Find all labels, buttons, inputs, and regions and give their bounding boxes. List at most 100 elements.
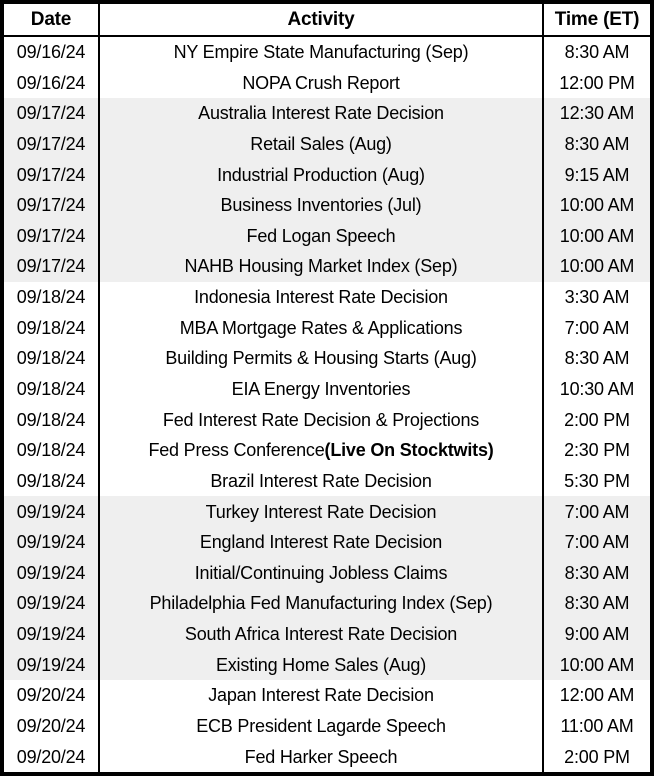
activity-cell: Japan Interest Rate Decision bbox=[100, 680, 544, 711]
time-cell: 7:00 AM bbox=[564, 501, 630, 522]
date-cell: 09/18/24 bbox=[4, 343, 100, 374]
activity-cell: Initial/Continuing Jobless Claims bbox=[100, 557, 544, 589]
table-row: 09/18/24 EIA Energy Inventories 10:30 AM bbox=[4, 373, 650, 405]
table-row: 09/20/24 Japan Interest Rate Decision 12:0… bbox=[4, 680, 650, 711]
time-cell: 12:00 PM bbox=[559, 72, 635, 93]
table-row: 09/18/24 Brazil Interest Rate Decision 5:3… bbox=[4, 465, 650, 497]
activity-cell: Indonesia Interest Rate Decision bbox=[100, 281, 544, 313]
table-row: 09/19/24 Initial/Continuing Jobless Claim… bbox=[4, 557, 650, 589]
time-cell: 8:30 AM bbox=[564, 562, 630, 583]
time-cell: 9:15 AM bbox=[564, 164, 630, 185]
table-row: 09/19/24 England Interest Rate Decision 7:… bbox=[4, 526, 650, 558]
date-cell: 09/18/24 bbox=[4, 434, 100, 466]
activity-text: Japan Interest Rate Decision bbox=[208, 685, 434, 706]
time-cell: 8:30 AM bbox=[564, 593, 630, 614]
time-cell: 11:00 AM bbox=[560, 716, 634, 737]
activity-cell: ECB President Lagarde Speech bbox=[100, 710, 544, 742]
date-cell: 09/20/24 bbox=[4, 710, 100, 742]
table-row: 09/18/24 Fed Interest Rate Decision & Pro… bbox=[4, 404, 650, 435]
activity-cell: NOPA Crush Report bbox=[100, 67, 544, 98]
activity-text: Fed Press Conference bbox=[148, 440, 325, 461]
time-cell: 3:30 AM bbox=[564, 287, 630, 308]
date-cell: 09/19/24 bbox=[4, 618, 100, 650]
time-cell: 12:30 AM bbox=[559, 103, 635, 124]
table-row: 09/16/24 NY Empire State Manufacturing (S… bbox=[4, 36, 650, 68]
table-row: 09/17/24 Fed Logan Speech 10:00 AM bbox=[4, 220, 650, 252]
activity-cell: NY Empire State Manufacturing (Sep) bbox=[100, 36, 544, 68]
time-cell: 8:30 AM bbox=[564, 41, 630, 62]
column-header-activity: Activity bbox=[100, 4, 544, 35]
column-header-time: Time (ET) bbox=[554, 8, 640, 30]
activity-cell: South Africa Interest Rate Decision bbox=[100, 618, 544, 650]
date-cell: 09/18/24 bbox=[4, 281, 100, 313]
activity-text: Australia Interest Rate Decision bbox=[198, 103, 444, 124]
activity-text: South Africa Interest Rate Decision bbox=[184, 624, 458, 645]
table-row: 09/17/24 NAHB Housing Market Index (Sep) 1… bbox=[4, 251, 650, 282]
activity-text: ECB President Lagarde Speech bbox=[196, 716, 446, 737]
table-row: 09/19/24 Philadelphia Fed Manufacturing I… bbox=[4, 588, 650, 619]
time-cell: 8:30 AM bbox=[564, 348, 630, 369]
date-cell: 09/17/24 bbox=[4, 159, 100, 190]
date-cell: 09/19/24 bbox=[4, 588, 100, 619]
time-cell: 2:00 PM bbox=[564, 746, 630, 767]
date-cell: 09/17/24 bbox=[4, 128, 100, 160]
table-row: 09/17/24 Industrial Production (Aug) 9:15 … bbox=[4, 159, 650, 190]
activity-text: Indonesia Interest Rate Decision bbox=[194, 287, 448, 308]
activity-cell: Existing Home Sales (Aug) bbox=[100, 649, 544, 681]
table-row: 09/17/24 Business Inventories (Jul) 10:00 … bbox=[4, 189, 650, 221]
time-cell: 9:00 AM bbox=[564, 624, 630, 645]
time-cell: 12:00 AM bbox=[559, 685, 635, 706]
table-row: 09/20/24 Fed Harker Speech 2:00 PM bbox=[4, 741, 650, 772]
date-cell: 09/18/24 bbox=[4, 404, 100, 435]
activity-cell: Philadelphia Fed Manufacturing Index (Se… bbox=[100, 588, 544, 619]
activity-text: Industrial Production (Aug) bbox=[217, 164, 425, 185]
date-cell: 09/19/24 bbox=[4, 557, 100, 589]
time-cell: 10:30 AM bbox=[559, 379, 635, 399]
activity-text: Fed Harker Speech bbox=[244, 746, 398, 767]
date-cell: 09/19/24 bbox=[4, 649, 100, 681]
date-cell: 09/19/24 bbox=[4, 496, 100, 527]
date-cell: 09/16/24 bbox=[4, 36, 100, 68]
activity-text: Retail Sales (Aug) bbox=[250, 133, 392, 154]
activity-text: England Interest Rate Decision bbox=[199, 532, 443, 553]
time-cell: 2:00 PM bbox=[564, 409, 630, 430]
table-row: 09/16/24 NOPA Crush Report 12:00 PM bbox=[4, 67, 650, 98]
time-cell: 2:30 PM bbox=[564, 440, 630, 461]
activity-text: Initial/Continuing Jobless Claims bbox=[194, 562, 448, 583]
activity-text: Building Permits & Housing Starts (Aug) bbox=[165, 348, 477, 369]
date-cell: 09/20/24 bbox=[4, 741, 100, 772]
activity-cell: EIA Energy Inventories bbox=[100, 373, 544, 405]
activity-cell: England Interest Rate Decision bbox=[100, 526, 544, 558]
table-row: 09/18/24 Fed Press Conference (Live On St… bbox=[4, 434, 650, 466]
activity-text: EIA Energy Inventories bbox=[231, 379, 411, 399]
activity-text: Turkey Interest Rate Decision bbox=[205, 501, 437, 522]
date-cell: 09/16/24 bbox=[4, 67, 100, 98]
activity-text: Philadelphia Fed Manufacturing Index (Se… bbox=[149, 593, 493, 614]
activity-cell: Industrial Production (Aug) bbox=[100, 159, 544, 190]
activity-text-bold: (Live On Stocktwits) bbox=[324, 440, 494, 461]
column-header-date: Date bbox=[4, 4, 100, 35]
table-row: 09/17/24 Australia Interest Rate Decision… bbox=[4, 97, 650, 129]
time-cell: 5:30 PM bbox=[564, 470, 630, 491]
time-cell: 8:30 AM bbox=[564, 133, 630, 154]
activity-text: Business Inventories (Jul) bbox=[220, 195, 422, 216]
activity-cell: Fed Logan Speech bbox=[100, 220, 544, 252]
table-row: 09/19/24 Existing Home Sales (Aug) 10:00 A… bbox=[4, 649, 650, 681]
date-cell: 09/20/24 bbox=[4, 680, 100, 711]
activity-cell: Retail Sales (Aug) bbox=[100, 128, 544, 160]
time-cell: 10:00 AM bbox=[559, 256, 635, 277]
date-cell: 09/17/24 bbox=[4, 97, 100, 129]
time-cell: 10:00 AM bbox=[559, 654, 635, 675]
activity-cell: Fed Harker Speech bbox=[100, 741, 544, 772]
activity-text: Brazil Interest Rate Decision bbox=[210, 470, 432, 491]
table-row: 09/20/24 ECB President Lagarde Speech 11:0… bbox=[4, 710, 650, 742]
time-cell: 7:00 AM bbox=[564, 317, 630, 338]
activity-cell: NAHB Housing Market Index (Sep) bbox=[100, 251, 544, 282]
table-row: 09/19/24 South Africa Interest Rate Decis… bbox=[4, 618, 650, 650]
time-cell: 10:00 AM bbox=[559, 195, 635, 216]
activity-cell: Business Inventories (Jul) bbox=[100, 189, 544, 221]
table-row: 09/19/24 Turkey Interest Rate Decision 7:0… bbox=[4, 496, 650, 527]
activity-cell: Fed Interest Rate Decision & Projections bbox=[100, 404, 544, 435]
table-row: 09/18/24 Building Permits & Housing Start… bbox=[4, 343, 650, 374]
date-cell: 09/18/24 bbox=[4, 465, 100, 497]
